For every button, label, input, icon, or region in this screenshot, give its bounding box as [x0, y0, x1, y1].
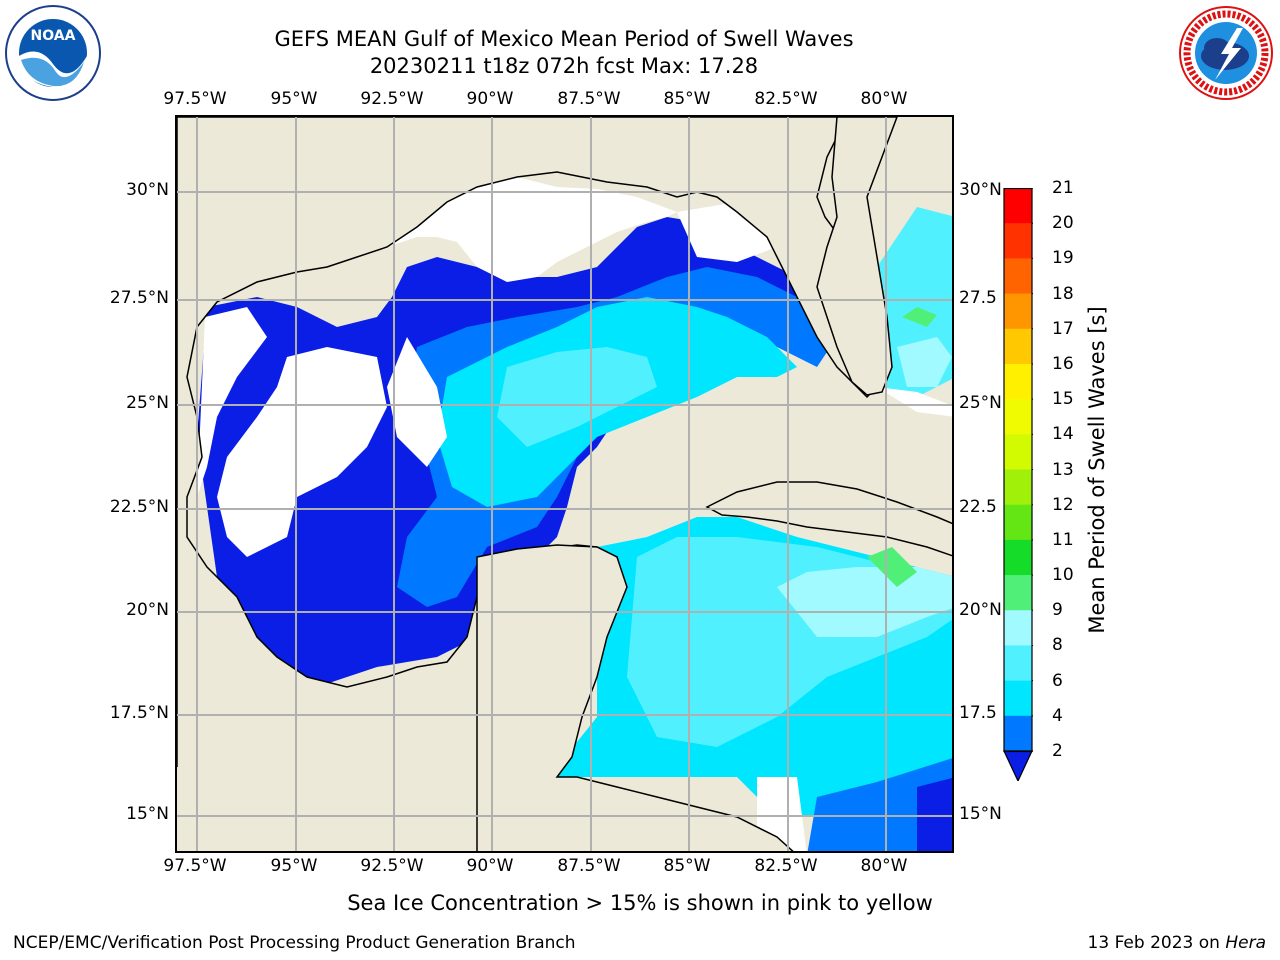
colorbar-segment	[1004, 328, 1032, 365]
land-cuba	[705, 481, 952, 557]
run-info: 13 Feb 2023 on Hera	[1088, 933, 1266, 953]
chart-subtitle: 20230211 t18z 072h fcst Max: 17.28	[369, 54, 759, 78]
colorbar-segment	[1004, 610, 1032, 646]
no-data-region	[197, 307, 267, 497]
colorbar-tick-label: 4	[1052, 705, 1063, 726]
colorbar-segment	[1004, 399, 1032, 435]
lon-tick-label: 87.5°W	[557, 89, 621, 109]
lat-tick-label: 17.5°N	[109, 703, 169, 723]
lat-tick-label: 17.5	[959, 703, 997, 723]
chart-title: GEFS MEAN Gulf of Mexico Mean Period of …	[274, 27, 854, 51]
colorbar-segment	[1004, 188, 1032, 224]
colorbar-segment	[1004, 293, 1032, 330]
colorbar-segment	[1004, 680, 1032, 717]
colorbar-tick-label: 19	[1052, 248, 1074, 269]
colorbar-tick-label: 6	[1052, 670, 1063, 691]
lon-tick-label: 97.5°W	[163, 89, 227, 109]
colorbar-segment	[1004, 575, 1032, 611]
pale-cyan-patch	[777, 337, 952, 637]
colorbar-tick-label: 9	[1052, 600, 1063, 621]
colorbar-tick-label: 16	[1052, 353, 1074, 374]
lat-tick-label: 25°N	[126, 393, 169, 413]
land-yucatan	[476, 544, 794, 851]
lat-tick-label: 22.5	[959, 497, 997, 517]
nws-logo	[1179, 6, 1273, 100]
green-patch	[867, 307, 937, 587]
lon-tick-label: 90°W	[466, 856, 514, 876]
lon-tick-label: 87.5°W	[557, 856, 621, 876]
lat-tick-label: 25°N	[959, 393, 1002, 413]
lat-tick-label: 20°N	[126, 600, 169, 620]
caribbean-deep-zone	[917, 778, 952, 851]
colorbar-segment	[1004, 363, 1032, 400]
lat-tick-label: 15°N	[126, 804, 169, 824]
colorbar	[1003, 188, 1033, 781]
machine-name: Hera	[1225, 933, 1266, 953]
run-date: 13 Feb 2023 on	[1087, 933, 1220, 953]
colorbar-tick-label: 13	[1052, 459, 1074, 480]
colorbar-tick-label: 18	[1052, 283, 1074, 304]
lat-tick-label: 22.5°N	[109, 497, 169, 517]
colorbar-segment	[1004, 539, 1032, 576]
colorbar-tick-label: 10	[1052, 565, 1074, 586]
swell-period-map	[177, 117, 952, 851]
colorbar-segment	[1004, 434, 1032, 470]
lon-tick-label: 92.5°W	[360, 856, 424, 876]
lon-tick-label: 80°W	[860, 856, 908, 876]
noaa-logo: NOAA	[5, 5, 101, 101]
land-central-america	[177, 767, 433, 851]
lon-tick-label: 82.5°W	[754, 856, 818, 876]
colorbar-tick-label: 12	[1052, 494, 1074, 515]
lon-tick-label: 92.5°W	[360, 89, 424, 109]
colorbar-tick-label: 2	[1052, 741, 1063, 761]
no-data-region	[217, 347, 387, 557]
lon-tick-label: 85°W	[663, 89, 711, 109]
colorbar-tick-label: 17	[1052, 318, 1074, 339]
colorbar-segment	[1004, 258, 1032, 295]
colorbar-extend-arrow	[1003, 750, 1033, 781]
lon-tick-label: 95°W	[270, 89, 318, 109]
lon-tick-label: 95°W	[270, 856, 318, 876]
lon-tick-label: 90°W	[466, 89, 514, 109]
colorbar-tick-label: 21	[1052, 178, 1074, 198]
lat-tick-label: 15°N	[959, 804, 1002, 824]
lat-tick-label: 20°N	[959, 600, 1002, 620]
colorbar-segment	[1004, 645, 1032, 682]
colorbar-segment	[1004, 504, 1032, 541]
colorbar-tick-label: 14	[1052, 424, 1074, 445]
lon-tick-label: 82.5°W	[754, 89, 818, 109]
caribbean-blue-zone	[807, 758, 952, 851]
lat-tick-label: 27.5	[959, 288, 997, 308]
lon-tick-label: 85°W	[663, 856, 711, 876]
no-data-region	[387, 337, 447, 467]
lat-tick-label: 30°N	[959, 180, 1002, 200]
colorbar-tick-label: 8	[1052, 635, 1063, 656]
colorbar-tick-label: 11	[1052, 529, 1074, 550]
sea-ice-note: Sea Ice Concentration > 15% is shown in …	[347, 891, 933, 915]
colorbar-segment	[1004, 469, 1032, 506]
colorbar-title: Mean Period of Swell Waves [s]	[1085, 306, 1109, 634]
lon-tick-label: 97.5°W	[163, 856, 227, 876]
colorbar-tick-label: 15	[1052, 389, 1074, 410]
lon-tick-label: 80°W	[860, 89, 908, 109]
lat-tick-label: 30°N	[126, 180, 169, 200]
lat-tick-label: 27.5°N	[109, 288, 169, 308]
credit-line: NCEP/EMC/Verification Post Processing Pr…	[13, 933, 576, 953]
noaa-logo-text: NOAA	[31, 28, 76, 44]
no-data-region	[877, 387, 952, 417]
colorbar-segment	[1004, 223, 1032, 259]
land-florida	[816, 117, 898, 396]
colorbar-segment	[1004, 715, 1032, 752]
colorbar-tick-label: 20	[1052, 213, 1074, 234]
map-panel	[175, 115, 954, 853]
